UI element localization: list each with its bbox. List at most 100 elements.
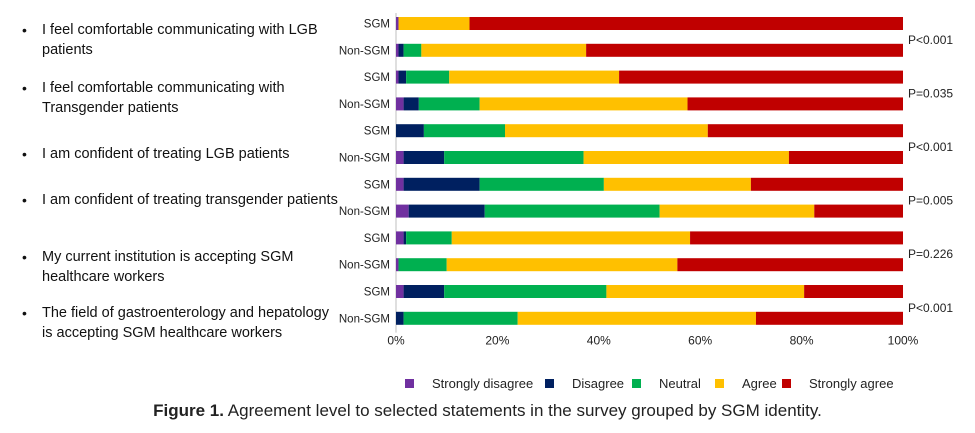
bar-segment-neutral xyxy=(444,285,607,298)
bar-segment-strongly-agree xyxy=(687,97,903,111)
bar-segment-disagree xyxy=(403,231,407,245)
bar-segment-disagree xyxy=(403,177,480,191)
bar-segment-strongly-agree xyxy=(707,124,903,138)
x-tick-label: 0% xyxy=(387,334,405,348)
p-value-label: P=0.226 xyxy=(908,247,953,261)
y-tick-label: Non-SGM xyxy=(339,260,390,272)
statement-text: I am confident of treating transgender p… xyxy=(42,192,338,208)
legend-swatch-neutral xyxy=(632,379,641,388)
y-tick-label: SGM xyxy=(364,179,390,191)
x-tick-label: 40% xyxy=(587,334,611,348)
bar-segment-strongly-disagree xyxy=(396,285,404,298)
bar-segment-agree xyxy=(451,231,691,245)
bar-segment-strongly-agree xyxy=(619,70,903,84)
bar-segment-strongly-disagree xyxy=(396,43,399,57)
bar-segment-agree xyxy=(505,124,708,138)
bar-segment-strongly-disagree xyxy=(396,151,404,164)
bullet: • xyxy=(22,146,27,162)
bar-segment-agree xyxy=(479,97,688,111)
bar-segment-strongly-disagree xyxy=(396,177,404,191)
bar-segment-disagree xyxy=(396,311,404,325)
y-tick-label: Non-SGM xyxy=(339,99,390,111)
bar-segment-neutral xyxy=(406,70,450,84)
bullet: • xyxy=(22,192,27,208)
x-tick-label: 100% xyxy=(888,334,919,348)
p-value-label: P<0.001 xyxy=(908,33,953,47)
bar-segment-neutral xyxy=(398,258,447,272)
y-tick-label: Non-SGM xyxy=(339,45,390,57)
bar-segment-agree xyxy=(659,204,815,218)
bar-segment-strongly-agree xyxy=(750,177,903,191)
y-tick-label: SGM xyxy=(364,287,390,299)
bar-segment-neutral xyxy=(423,124,506,138)
caption-text: Agreement level to selected statements i… xyxy=(224,401,822,420)
bullet: • xyxy=(22,80,27,96)
bar-segment-disagree xyxy=(398,43,404,57)
bar-segment-neutral xyxy=(403,43,422,57)
legend-label: Neutral xyxy=(659,376,701,391)
bar-segment-agree xyxy=(449,70,620,84)
bar-segment-disagree xyxy=(398,70,407,84)
y-tick-label: SGM xyxy=(364,233,390,245)
x-tick-label: 20% xyxy=(485,334,509,348)
bullet: • xyxy=(22,305,27,321)
bar-segment-strongly-disagree xyxy=(396,70,399,84)
legend-label: Strongly disagree xyxy=(432,376,533,391)
bar-segment-disagree xyxy=(403,151,445,164)
figure-caption: Figure 1. Agreement level to selected st… xyxy=(0,401,975,421)
bar-segment-strongly-disagree xyxy=(396,204,409,218)
bar-segment-neutral xyxy=(444,151,584,164)
y-tick-label: SGM xyxy=(364,126,390,138)
bar-segment-neutral xyxy=(403,311,518,325)
bar-segment-agree xyxy=(517,311,756,325)
bar-segment-strongly-agree xyxy=(755,311,903,325)
statement-text: I am confident of treating LGB patients xyxy=(42,146,290,162)
legend-label: Disagree xyxy=(572,376,624,391)
bar-segment-strongly-agree xyxy=(677,258,903,272)
bullet: • xyxy=(22,249,27,265)
bar-segment-strongly-agree xyxy=(469,17,903,30)
legend-swatch-strongly-disagree xyxy=(405,379,414,388)
bar-segment-strongly-agree xyxy=(788,151,903,164)
p-value-label: P<0.001 xyxy=(908,140,953,154)
legend-swatch-disagree xyxy=(545,379,554,388)
bar-segment-strongly-agree xyxy=(814,204,903,218)
bar-segment-agree xyxy=(583,151,789,164)
legend-swatch-agree xyxy=(715,379,724,388)
bar-segment-disagree xyxy=(403,97,419,111)
bar-segment-agree xyxy=(421,43,587,57)
bar-segment-neutral xyxy=(484,204,660,218)
bar-segment-strongly-agree xyxy=(586,43,903,57)
bar-segment-strongly-disagree xyxy=(396,17,399,30)
statement-text: The field of gastroenterology and hepato… xyxy=(42,305,329,341)
caption-label: Figure 1. xyxy=(153,401,224,420)
p-value-label: P=0.035 xyxy=(908,86,953,100)
bar-segment-disagree xyxy=(396,124,424,138)
bar-segment-agree xyxy=(398,17,470,30)
bar-segment-neutral xyxy=(418,97,480,111)
bar-segment-disagree xyxy=(403,285,445,298)
legend-label: Agree xyxy=(742,376,777,391)
bar-segment-strongly-disagree xyxy=(396,258,399,272)
y-tick-label: Non-SGM xyxy=(339,313,390,325)
bar-segment-agree xyxy=(603,177,751,191)
p-value-label: P<0.001 xyxy=(908,301,953,315)
statement-text: I feel comfortable communicating with LG… xyxy=(42,22,318,58)
bar-segment-neutral xyxy=(406,231,452,245)
y-tick-label: Non-SGM xyxy=(339,153,390,165)
bar-segment-strongly-agree xyxy=(690,231,903,245)
bar-segment-agree xyxy=(606,285,805,298)
bar-segment-strongly-disagree xyxy=(396,231,404,245)
x-tick-label: 60% xyxy=(688,334,712,348)
bar-segment-neutral xyxy=(479,177,604,191)
bar-segment-agree xyxy=(446,258,678,272)
p-value-label: P=0.005 xyxy=(908,194,953,208)
bar-segment-disagree xyxy=(408,204,485,218)
bullet: • xyxy=(22,22,27,38)
bar-segment-strongly-agree xyxy=(804,285,903,298)
y-tick-label: Non-SGM xyxy=(339,206,390,218)
legend-label: Strongly agree xyxy=(809,376,894,391)
y-tick-label: SGM xyxy=(364,72,390,84)
bar-segment-strongly-disagree xyxy=(396,97,404,111)
